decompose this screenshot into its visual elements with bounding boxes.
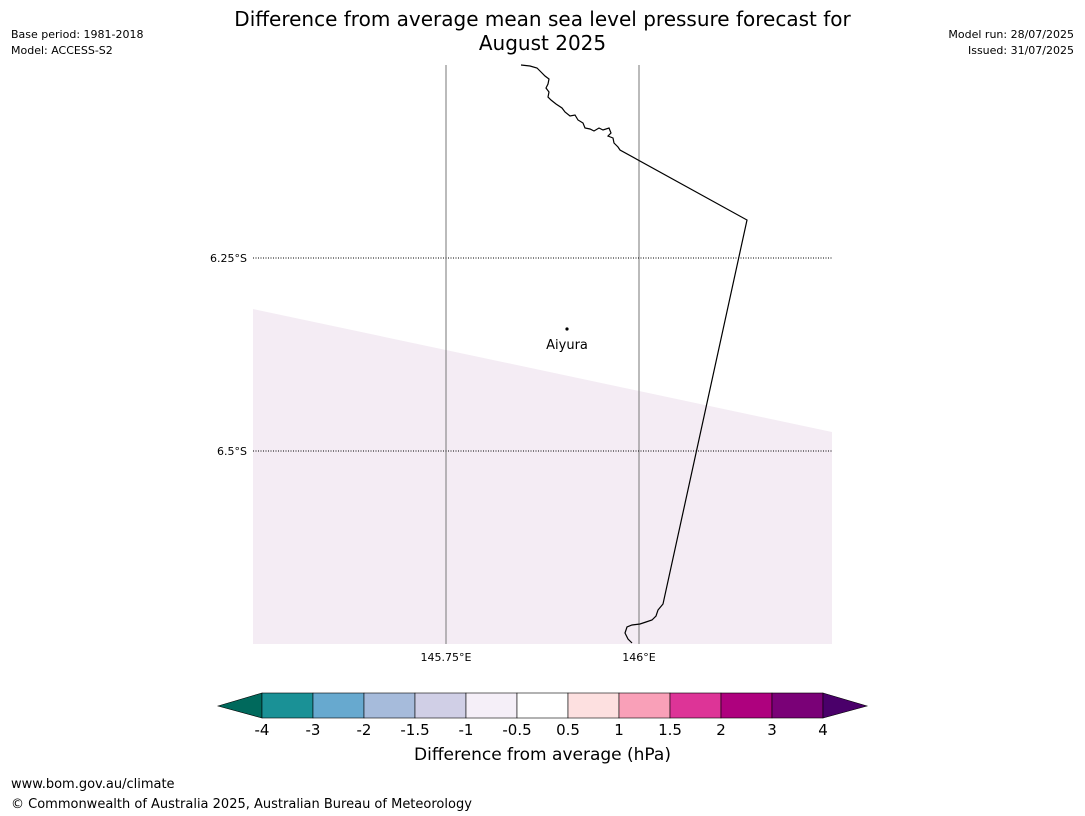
map-title: Difference from average mean sea level p… bbox=[0, 7, 1085, 55]
lat-label-6-5: 6.5°S bbox=[217, 445, 247, 458]
lon-label-146: 146°E bbox=[622, 651, 655, 664]
colorbar-tick-label: -1.5 bbox=[400, 721, 429, 739]
colorbar-swatch bbox=[363, 692, 416, 719]
colorbar-swatch bbox=[516, 692, 569, 719]
colorbar-swatch bbox=[414, 692, 467, 719]
colorbar-tick-label: -4 bbox=[255, 721, 270, 739]
aiyura-label: Aiyura bbox=[546, 338, 588, 353]
colorbar-under-arrow bbox=[216, 692, 263, 719]
title-line-1: Difference from average mean sea level p… bbox=[234, 7, 851, 31]
footer-url[interactable]: www.bom.gov.au/climate bbox=[11, 777, 175, 792]
coastline-border bbox=[520, 64, 748, 644]
colorbar-tick-label: 2 bbox=[716, 721, 726, 739]
colorbar-over-arrow bbox=[822, 692, 869, 719]
colorbar-swatch bbox=[771, 692, 824, 719]
issued-text: Issued: 31/07/2025 bbox=[967, 44, 1074, 57]
footer: www.bom.gov.au/climate © Commonwealth of… bbox=[11, 775, 472, 815]
header-left-info: Base period: 1981-2018 Model: ACCESS-S2 bbox=[11, 27, 143, 59]
colorbar-tick-label: -0.5 bbox=[502, 721, 531, 739]
lat-label-6-25: 6.25°S bbox=[210, 252, 247, 265]
colorbar-tick-label: 1 bbox=[614, 721, 624, 739]
footer-copyright: © Commonwealth of Australia 2025, Austra… bbox=[11, 797, 472, 812]
colorbar-swatch bbox=[261, 692, 314, 719]
lon-label-145-75: 145.75°E bbox=[421, 651, 472, 664]
colorbar: -4 -3 -2 -1.5 -1 -0.5 0.5 1 1.5 2 3 4 bbox=[216, 692, 869, 739]
colorbar-swatch bbox=[312, 692, 365, 719]
colorbar-swatch bbox=[669, 692, 722, 719]
colorbar-tick-label: -2 bbox=[357, 721, 372, 739]
aiyura-marker bbox=[565, 327, 569, 331]
colorbar-label: Difference from average (hPa) bbox=[414, 745, 671, 765]
base-period-text: Base period: 1981-2018 bbox=[11, 28, 144, 41]
anomaly-fill-region bbox=[253, 309, 832, 644]
colorbar-tick-label: 4 bbox=[818, 721, 828, 739]
header-right-info: Model run: 28/07/2025 Issued: 31/07/2025 bbox=[948, 27, 1074, 59]
model-text: Model: ACCESS-S2 bbox=[11, 44, 113, 57]
model-run-text: Model run: 28/07/2025 bbox=[948, 28, 1074, 41]
colorbar-swatch bbox=[720, 692, 773, 719]
colorbar-tick-label: 0.5 bbox=[556, 721, 580, 739]
colorbar-swatch bbox=[618, 692, 671, 719]
colorbar-tick-label: -1 bbox=[459, 721, 474, 739]
colorbar-tick-label: 3 bbox=[767, 721, 777, 739]
colorbar-swatch bbox=[567, 692, 620, 719]
title-line-2: August 2025 bbox=[478, 31, 607, 55]
colorbar-tick-label: 1.5 bbox=[658, 721, 682, 739]
colorbar-swatch bbox=[465, 692, 518, 719]
colorbar-tick-label: -3 bbox=[306, 721, 321, 739]
